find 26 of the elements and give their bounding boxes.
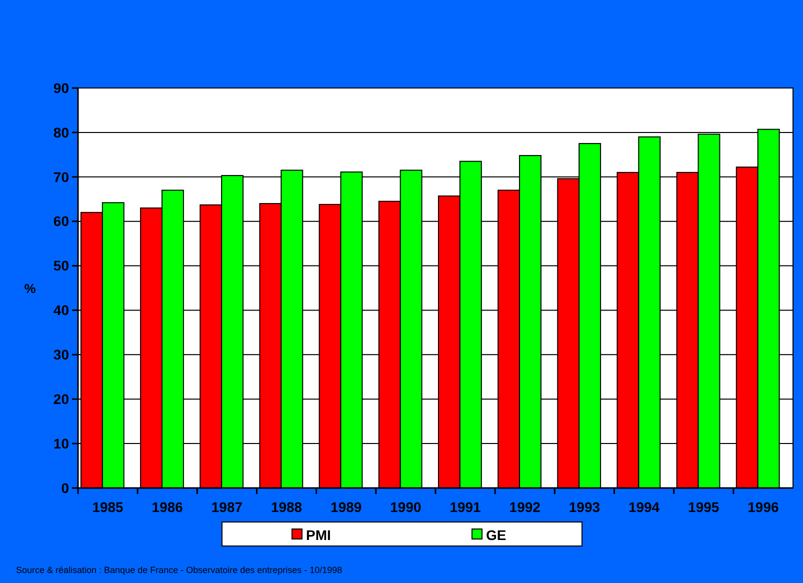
source-note: Source & réalisation : Banque de France - Observatoire des entreprises - 10/1998 xyxy=(16,565,342,575)
x-tick-label: 1986 xyxy=(152,499,184,515)
x-tick-label: 1985 xyxy=(92,499,124,515)
y-tick-label: 10 xyxy=(53,435,70,452)
legend-label: GE xyxy=(486,527,506,543)
y-tick-label: 30 xyxy=(53,346,70,363)
y-tick-label: 0 xyxy=(61,480,70,496)
x-tick-label: 1994 xyxy=(628,499,660,515)
x-tick-label: 1987 xyxy=(211,499,243,515)
x-tick-label: 1988 xyxy=(270,499,302,515)
x-tick-label: 1991 xyxy=(450,499,482,515)
y-tick-label: 60 xyxy=(53,213,70,230)
y-tick-label: 20 xyxy=(53,391,70,408)
y-axis-title: % xyxy=(24,281,36,296)
x-tick-label: 1996 xyxy=(748,499,779,515)
y-tick-label: 90 xyxy=(53,80,70,96)
legend-label: PMI xyxy=(306,527,331,543)
x-tick-label: 1995 xyxy=(688,499,720,515)
x-tick-label: 1989 xyxy=(330,499,362,515)
x-tick-label: 1992 xyxy=(509,499,541,515)
x-tick-label: 1990 xyxy=(390,499,422,515)
x-tick-label: 1993 xyxy=(568,499,600,515)
y-tick-label: 70 xyxy=(53,168,70,185)
y-tick-label: 80 xyxy=(53,124,70,140)
y-tick-label: 50 xyxy=(53,258,70,274)
y-tick-label: 40 xyxy=(53,302,70,318)
